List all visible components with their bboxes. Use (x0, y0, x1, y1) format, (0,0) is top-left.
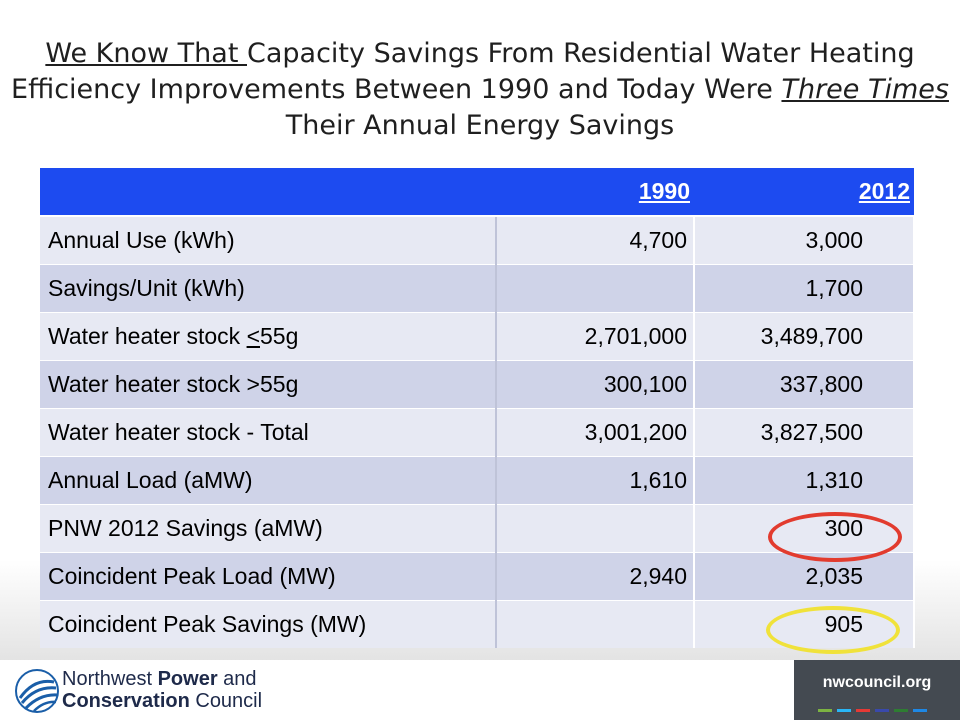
header-cell-blank (40, 168, 496, 217)
value-1990: 1,610 (496, 455, 695, 504)
row-label: Water heater stock >55g (40, 359, 497, 408)
row-label: Water heater stock <55g (40, 311, 497, 360)
yellow-highlight-circle (766, 606, 900, 654)
table-row: Annual Use (kWh) 4,700 3,000 (40, 215, 915, 264)
table-row: Water heater stock - Total 3,001,200 3,8… (40, 407, 915, 456)
red-highlight-circle (768, 512, 902, 562)
value-2012: 3,000 (694, 215, 915, 264)
council-logo-icon (15, 669, 59, 713)
savings-table: 1990 2012 Annual Use (kWh) 4,700 3,000 S… (40, 168, 915, 648)
table-row: Annual Load (aMW) 1,610 1,310 (40, 455, 915, 504)
color-stripe (837, 709, 851, 712)
row-label: Savings/Unit (kWh) (40, 263, 497, 312)
org-text-bold: Power (157, 668, 218, 690)
org-text: Northwest (62, 668, 158, 690)
value-1990 (496, 599, 695, 648)
color-stripe (818, 709, 832, 712)
value-2012: 2,035 (694, 551, 915, 600)
value-2012: 3,827,500 (694, 407, 915, 456)
value-1990: 3,001,200 (496, 407, 695, 456)
website-link[interactable]: nwcouncil.org (822, 674, 932, 691)
color-stripe (856, 709, 870, 712)
color-stripes (818, 697, 932, 712)
row-label: PNW 2012 Savings (aMW) (40, 503, 497, 552)
color-stripe (913, 709, 927, 712)
header-cell-1990: 1990 (496, 168, 694, 217)
org-text-bold: Conservation (62, 690, 190, 712)
value-1990: 2,940 (496, 551, 695, 600)
value-1990 (496, 503, 695, 552)
color-stripe (875, 709, 889, 712)
table-row: Coincident Peak Load (MW) 2,940 2,035 (40, 551, 915, 600)
title-part-3: Three Times (781, 74, 949, 105)
table-row: Water heater stock >55g 300,100 337,800 (40, 359, 915, 408)
table-row: Water heater stock <55g 2,701,000 3,489,… (40, 311, 915, 360)
slide-title: We Know That Capacity Savings From Resid… (0, 36, 960, 144)
value-1990: 300,100 (496, 359, 695, 408)
value-2012: 3,489,700 (694, 311, 915, 360)
row-label: Coincident Peak Load (MW) (40, 551, 497, 600)
title-part-1: We Know That (45, 38, 247, 69)
value-2012: 337,800 (694, 359, 915, 408)
table-header-row: 1990 2012 (40, 168, 914, 217)
header-cell-2012: 2012 (694, 168, 914, 217)
value-2012: 1,310 (694, 455, 915, 504)
organization-name: Northwest Power and Conservation Council (62, 668, 262, 712)
color-stripe (894, 709, 908, 712)
org-text: Council (189, 690, 263, 712)
value-1990: 4,700 (496, 215, 695, 264)
value-1990: 2,701,000 (496, 311, 695, 360)
row-label: Annual Load (aMW) (40, 455, 497, 504)
title-part-2: Capacity Savings From Residential Water … (11, 38, 915, 105)
row-label: Water heater stock - Total (40, 407, 497, 456)
row-label: Annual Use (kWh) (40, 215, 497, 264)
value-2012: 1,700 (694, 263, 915, 312)
value-1990 (496, 263, 695, 312)
less-than-equal-symbol: < (246, 322, 260, 349)
table-row: Savings/Unit (kWh) 1,700 (40, 263, 915, 312)
table-row: Coincident Peak Savings (MW) 905 (40, 599, 915, 648)
title-part-4: Their Annual Energy Savings (285, 110, 675, 141)
row-label: Coincident Peak Savings (MW) (40, 599, 497, 648)
org-text: and (217, 668, 257, 690)
